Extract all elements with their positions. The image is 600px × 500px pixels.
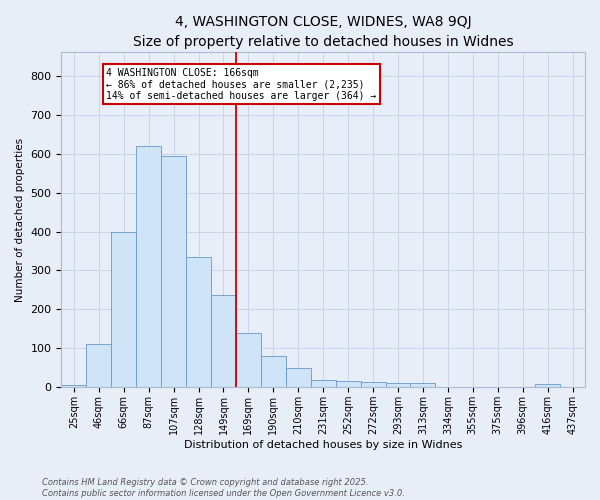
- Bar: [111, 232, 136, 388]
- Bar: [61, 386, 86, 388]
- Bar: [335, 382, 361, 388]
- Bar: [211, 294, 236, 388]
- Text: Contains HM Land Registry data © Crown copyright and database right 2025.
Contai: Contains HM Land Registry data © Crown c…: [42, 478, 405, 498]
- Bar: [236, 333, 261, 388]
- X-axis label: Distribution of detached houses by size in Widnes: Distribution of detached houses by size …: [184, 440, 463, 450]
- Bar: [386, 382, 410, 388]
- Bar: [161, 156, 186, 388]
- Bar: [311, 380, 335, 388]
- Title: 4, WASHINGTON CLOSE, WIDNES, WA8 9QJ
Size of property relative to detached house: 4, WASHINGTON CLOSE, WIDNES, WA8 9QJ Siz…: [133, 15, 514, 48]
- Y-axis label: Number of detached properties: Number of detached properties: [15, 138, 25, 302]
- Text: 4 WASHINGTON CLOSE: 166sqm
← 86% of detached houses are smaller (2,235)
14% of s: 4 WASHINGTON CLOSE: 166sqm ← 86% of deta…: [106, 68, 376, 100]
- Bar: [535, 384, 560, 388]
- Bar: [186, 257, 211, 388]
- Bar: [361, 382, 386, 388]
- Bar: [286, 368, 311, 388]
- Bar: [86, 344, 111, 388]
- Bar: [136, 146, 161, 388]
- Bar: [410, 384, 436, 388]
- Bar: [261, 356, 286, 388]
